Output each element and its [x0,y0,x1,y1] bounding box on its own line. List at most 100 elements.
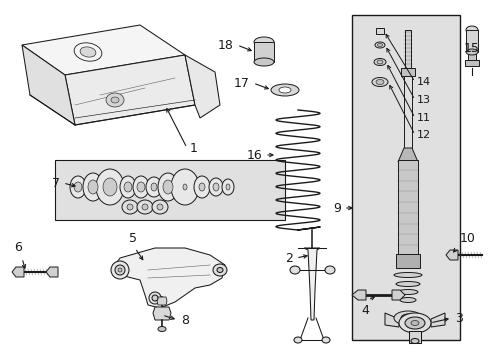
Text: 1: 1 [190,141,198,154]
Ellipse shape [115,265,125,275]
Ellipse shape [395,282,419,287]
Bar [55,160,285,220]
Ellipse shape [83,173,103,201]
Ellipse shape [120,176,136,198]
Bar [395,254,419,268]
Text: 13: 13 [416,95,430,105]
Ellipse shape [74,182,82,192]
Ellipse shape [127,204,133,210]
Ellipse shape [325,266,334,274]
Text: 6: 6 [14,241,22,254]
Text: 9: 9 [332,202,340,215]
Ellipse shape [122,200,138,214]
Text: 14: 14 [416,77,430,87]
Polygon shape [22,25,184,75]
Ellipse shape [146,177,162,197]
Ellipse shape [133,176,149,198]
Polygon shape [65,55,195,125]
Polygon shape [351,290,365,300]
Polygon shape [384,313,398,327]
Ellipse shape [158,173,178,201]
Ellipse shape [88,180,98,194]
Ellipse shape [70,176,86,198]
Ellipse shape [142,204,148,210]
Ellipse shape [118,268,122,272]
Polygon shape [153,307,171,320]
Ellipse shape [465,49,477,55]
Ellipse shape [374,42,384,48]
Ellipse shape [149,292,161,304]
Polygon shape [397,148,417,162]
Text: 11: 11 [416,113,430,123]
Bar [403,76,411,150]
Ellipse shape [111,97,119,103]
Polygon shape [157,297,167,305]
Ellipse shape [152,295,158,301]
Ellipse shape [217,267,223,273]
Ellipse shape [152,200,168,214]
Text: 12: 12 [416,130,430,140]
Bar [351,15,459,340]
Ellipse shape [106,93,124,107]
Ellipse shape [199,183,204,191]
Polygon shape [115,248,224,308]
Ellipse shape [157,204,163,210]
Polygon shape [304,248,319,320]
Ellipse shape [293,337,302,343]
Ellipse shape [371,77,387,86]
Text: 8: 8 [181,314,189,327]
Ellipse shape [410,338,418,343]
Polygon shape [445,250,457,260]
Ellipse shape [253,58,273,66]
Ellipse shape [80,47,96,57]
Ellipse shape [375,80,383,85]
Polygon shape [430,313,444,327]
Polygon shape [391,290,404,300]
Bar [467,52,475,60]
Ellipse shape [222,179,234,195]
Bar [404,30,410,68]
Text: 18: 18 [218,39,234,51]
Ellipse shape [96,169,124,205]
Ellipse shape [103,178,117,196]
Bar [397,160,417,255]
Ellipse shape [163,180,173,194]
Ellipse shape [111,261,129,279]
Ellipse shape [410,320,418,325]
Ellipse shape [137,182,145,192]
Ellipse shape [404,317,424,329]
Text: 5: 5 [129,232,137,245]
Ellipse shape [373,58,385,66]
Ellipse shape [158,327,165,332]
Text: 15: 15 [463,42,479,55]
Ellipse shape [225,184,229,190]
Ellipse shape [289,266,299,274]
Ellipse shape [208,178,223,196]
Ellipse shape [137,200,153,214]
Ellipse shape [74,43,102,61]
Polygon shape [46,267,58,277]
Ellipse shape [171,169,199,205]
Ellipse shape [377,44,382,46]
Text: 3: 3 [454,311,462,324]
Ellipse shape [270,84,298,96]
Ellipse shape [393,273,421,278]
Ellipse shape [393,311,421,325]
Polygon shape [12,267,24,277]
Text: 17: 17 [234,77,249,90]
Ellipse shape [321,337,329,343]
Ellipse shape [397,289,417,294]
Bar [400,68,414,76]
Bar [375,28,383,34]
Ellipse shape [400,314,414,322]
Text: 10: 10 [459,232,475,245]
Ellipse shape [213,183,219,191]
Ellipse shape [183,184,186,190]
Ellipse shape [465,26,477,34]
Text: 4: 4 [360,304,368,317]
Ellipse shape [124,182,132,192]
Text: 2: 2 [285,252,292,265]
Ellipse shape [194,176,209,198]
Ellipse shape [376,60,382,64]
Ellipse shape [151,183,157,191]
